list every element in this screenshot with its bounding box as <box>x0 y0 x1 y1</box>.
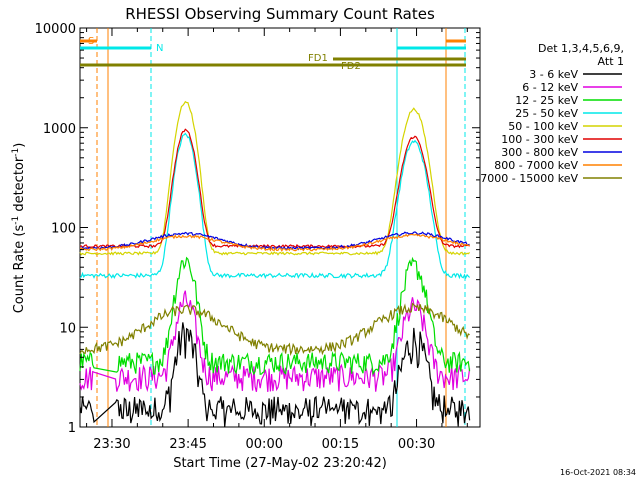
legend-label: 6 - 12 keV <box>522 81 578 94</box>
footer-timestamp: 16-Oct-2021 08:34 <box>560 468 636 477</box>
legend-label: 300 - 800 keV <box>501 146 578 159</box>
x-tick-label: 00:00 <box>246 437 283 452</box>
y-axis-label-sup: -1 <box>11 216 21 225</box>
legend-label: 25 - 50 keV <box>515 107 578 120</box>
series-line-0 <box>79 322 471 427</box>
chart-title: RHESSI Observing Summary Count Rates <box>125 5 435 23</box>
legend-title-line2: Att 1 <box>598 55 624 68</box>
series-line-3 <box>79 132 471 280</box>
legend-label: 7000 - 15000 keV <box>480 172 578 185</box>
series-line-8 <box>79 302 470 357</box>
y-axis-label-sup2: -1 <box>11 148 21 157</box>
x-tick-label: 00:15 <box>322 437 359 452</box>
y-tick-label: 10 <box>59 321 76 336</box>
legend-label: 50 - 100 keV <box>508 120 578 133</box>
y-axis-label-main: Count Rate (s <box>12 225 27 314</box>
y-axis-label: Count Rate (s-1 detector-1) <box>11 143 27 314</box>
y-axis-label-mid: detector <box>12 156 27 216</box>
fd1-label: FD1 <box>308 53 328 64</box>
series-line-2 <box>79 256 471 376</box>
series-line-4 <box>79 100 471 256</box>
legend-label: 100 - 300 keV <box>501 133 578 146</box>
x-tick-label: 23:30 <box>93 437 130 452</box>
series-line-5 <box>79 128 470 249</box>
y-tick-label: 1 <box>68 421 76 436</box>
y-tick-label: 10000 <box>35 22 76 37</box>
y-tick-label: 100 <box>51 222 76 237</box>
fd2-label: FD2 <box>341 61 361 72</box>
saa-label: S <box>88 36 94 47</box>
x-tick-label: 00:30 <box>398 437 435 452</box>
y-axis-label-close: ) <box>12 143 27 148</box>
y-tick-label: 1000 <box>43 122 76 137</box>
night-label: N <box>156 43 163 54</box>
annotation-marks: S N FD1 FD2 <box>80 28 466 427</box>
x-tick-label: 23:45 <box>169 437 206 452</box>
series-line-6 <box>79 231 470 251</box>
legend-label: 12 - 25 keV <box>515 94 578 107</box>
legend-label: 800 - 7000 keV <box>494 159 578 172</box>
series-lines <box>79 100 471 427</box>
series-line-1 <box>79 290 471 393</box>
legend-title-line1: Det 1,3,4,5,6,9, <box>538 42 624 55</box>
series-line-7 <box>79 233 470 252</box>
x-axis-label: Start Time (27-May-02 23:20:42) <box>173 456 387 471</box>
legend-label: 3 - 6 keV <box>529 68 578 81</box>
axes: 1 10 100 1000 10000 23:30 23:45 00:00 00:15 00:30 <box>35 22 480 452</box>
